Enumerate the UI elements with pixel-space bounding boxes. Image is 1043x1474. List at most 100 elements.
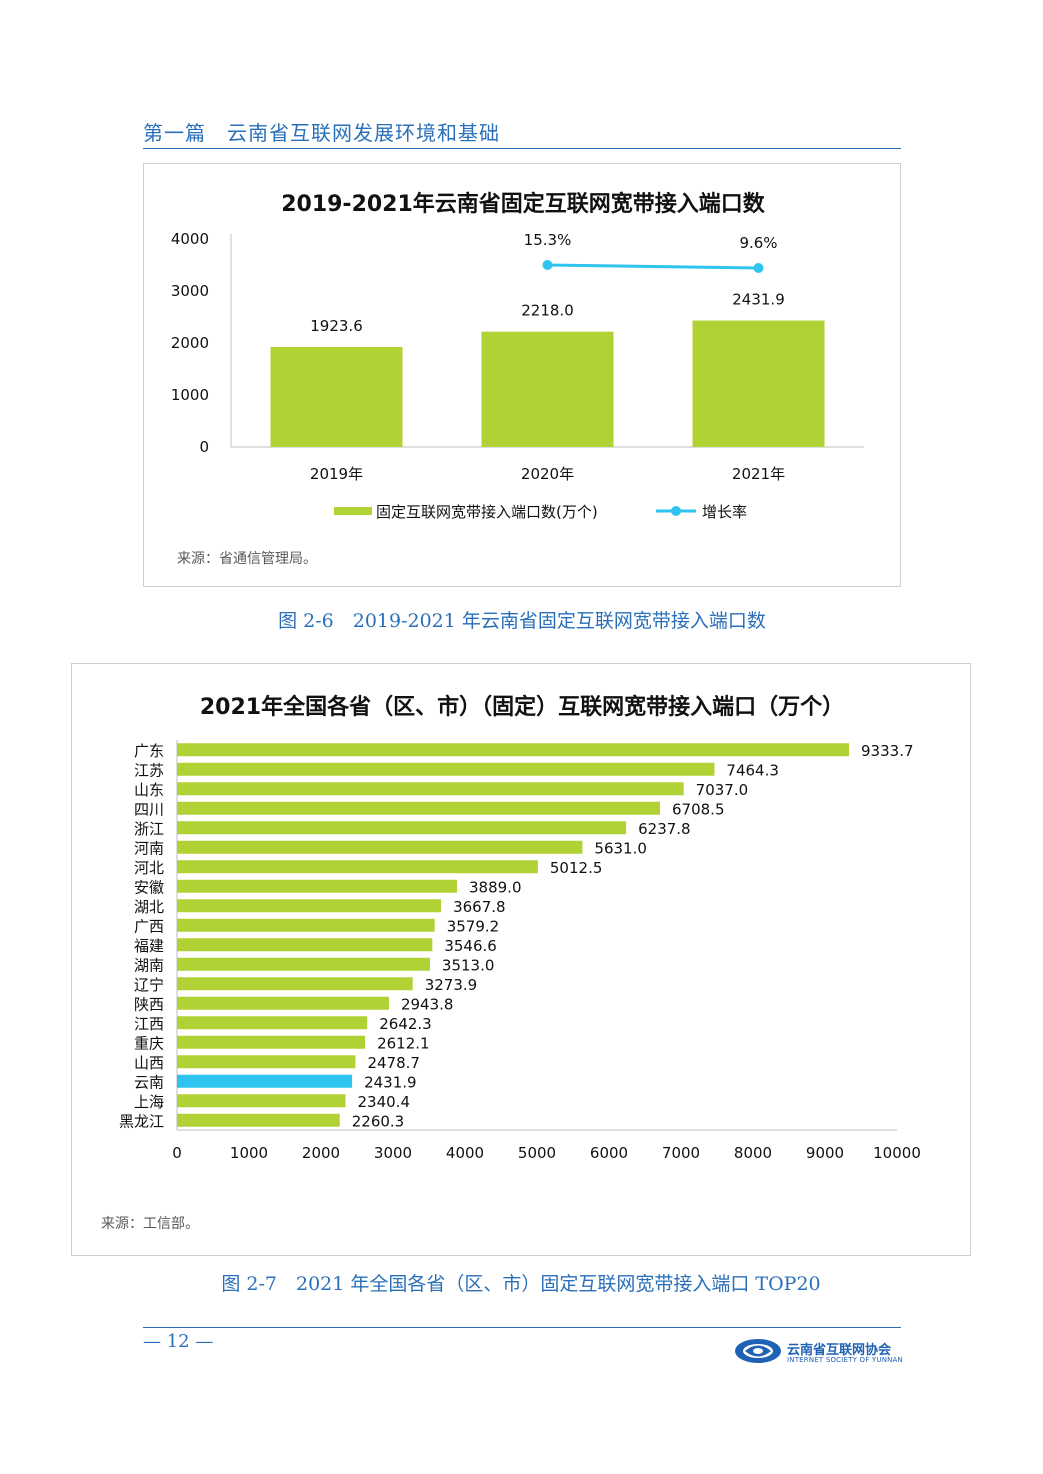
bar-data-label: 3889.0 (469, 878, 522, 896)
category-label: 上海 (134, 1093, 164, 1111)
bar (177, 1074, 353, 1088)
category-label: 河南 (134, 839, 164, 857)
footer-divider (143, 1327, 901, 1328)
bar (481, 331, 614, 447)
y-tick-label: 4000 (171, 230, 209, 248)
category-label: 江苏 (134, 761, 164, 779)
x-tick-label: 3000 (374, 1144, 412, 1162)
bar (177, 918, 435, 932)
growth-rate-line (547, 263, 759, 270)
bar (177, 957, 430, 971)
figure2-chart: 0 1000 2000 3000 4000 5000 6000 7000 8000 9000 100… (119, 740, 921, 1162)
x-tick-label: 1000 (230, 1144, 268, 1162)
bar-data-label: 3273.9 (425, 976, 478, 994)
bar-data-label: 3546.6 (444, 937, 497, 955)
bar (177, 1055, 356, 1069)
bar (177, 821, 627, 835)
bar-data-label: 2943.8 (401, 995, 454, 1013)
bar (177, 1094, 346, 1108)
category-label: 辽宁 (134, 976, 164, 994)
bar-data-label: 2478.7 (367, 1054, 420, 1072)
category-label: 山西 (134, 1054, 164, 1072)
y-tick-label: 0 (199, 438, 209, 456)
x-tick-label: 6000 (590, 1144, 628, 1162)
figure2-caption: 图 2-7 2021 年全国各省（区、市）固定互联网宽带接入端口 TOP20 (221, 1273, 821, 1295)
growth-rate-point (753, 263, 764, 273)
x-tick-label: 9000 (806, 1144, 844, 1162)
category-label: 福建 (134, 937, 164, 955)
bar (177, 879, 458, 893)
bar (177, 762, 715, 776)
legend-bar-swatch (334, 507, 372, 515)
logo-english-name: INTERNET SOCIETY OF YUNNAN (787, 1356, 903, 1364)
bar-data-label: 2431.9 (364, 1073, 417, 1091)
bar (177, 860, 538, 874)
figure1-frame: 2019-2021年云南省固定互联网宽带接入端口数 0 1000 2000 3000 4… (143, 163, 901, 587)
category-label: 山东 (134, 781, 164, 799)
category-label: 湖北 (134, 898, 164, 916)
section-header: 第一篇 云南省互联网发展环境和基础 (143, 121, 500, 145)
x-tick-label: 5000 (518, 1144, 556, 1162)
bar-data-label: 2260.3 (352, 1112, 405, 1130)
page-number: — 12 — (143, 1331, 214, 1352)
legend-line-marker (671, 506, 681, 516)
x-tick-label: 2019年 (310, 465, 363, 483)
category-label: 黑龙江 (119, 1112, 164, 1130)
x-tick-label: 8000 (734, 1144, 772, 1162)
figure1-caption: 图 2-6 2019-2021 年云南省固定互联网宽带接入端口数 (278, 610, 766, 632)
bar-data-label: 3667.8 (453, 898, 506, 916)
bar-data-label: 7464.3 (726, 761, 779, 779)
x-tick-label: 10000 (873, 1144, 921, 1162)
figure2-frame: 2021年全国各省（区、市）（固定）互联网宽带接入端口（万个） 0 1000 200… (71, 663, 971, 1256)
category-label: 重庆 (134, 1034, 164, 1052)
bar (177, 977, 413, 991)
bar (177, 938, 433, 952)
bar (177, 743, 850, 757)
category-label: 广西 (134, 917, 164, 935)
y-tick-label: 1000 (171, 386, 209, 404)
bar (177, 840, 583, 854)
bar (270, 346, 403, 447)
category-label: 陕西 (134, 995, 164, 1013)
bar (177, 1113, 340, 1127)
bar (177, 996, 389, 1010)
category-label: 湖南 (134, 956, 164, 974)
bar-data-label: 7037.0 (696, 781, 749, 799)
association-logo-icon (735, 1339, 781, 1363)
x-tick-label: 7000 (662, 1144, 700, 1162)
x-tick-label: 2000 (302, 1144, 340, 1162)
category-label: 江西 (134, 1015, 164, 1033)
bar (177, 782, 684, 796)
figure1-chart: 0 1000 2000 3000 4000 1923.6 2019年 2218.0 2020年 2… (171, 230, 864, 521)
bar-data-label: 2642.3 (379, 1015, 432, 1033)
category-label: 广东 (134, 742, 164, 760)
bar-data-label: 9333.7 (861, 742, 914, 760)
legend-bar-label: 固定互联网宽带接入端口数(万个) (376, 503, 598, 521)
x-tick-label: 0 (172, 1144, 182, 1162)
logo-chinese-name: 云南省互联网协会 (787, 1343, 892, 1358)
bar-data-label: 2431.9 (732, 291, 785, 309)
header-divider (143, 148, 901, 149)
bar (177, 899, 442, 913)
bar-data-label: 6237.8 (638, 820, 691, 838)
figure1-title: 2019-2021年云南省固定互联网宽带接入端口数 (281, 192, 765, 217)
bar (692, 320, 825, 447)
bar-data-label: 5012.5 (550, 859, 603, 877)
bar-data-label: 3513.0 (442, 956, 495, 974)
bar-data-label: 2340.4 (358, 1093, 411, 1111)
bar-data-label: 2218.0 (521, 302, 574, 320)
figure2-source: 来源：工信部。 (101, 1216, 199, 1232)
bar-data-label: 6708.5 (672, 800, 725, 818)
category-label: 安徽 (134, 878, 164, 896)
growth-rate-label: 9.6% (739, 234, 777, 252)
figure1-source: 来源：省通信管理局。 (177, 551, 317, 567)
bar (177, 801, 661, 815)
growth-rate-point (542, 260, 553, 270)
category-label: 河北 (134, 859, 164, 877)
legend-line-label: 增长率 (702, 503, 747, 521)
y-tick-label: 3000 (171, 282, 209, 300)
growth-rate-label: 15.3% (524, 231, 572, 249)
bar (177, 1035, 366, 1049)
category-label: 云南 (134, 1073, 164, 1091)
bar-data-label: 2612.1 (377, 1034, 430, 1052)
